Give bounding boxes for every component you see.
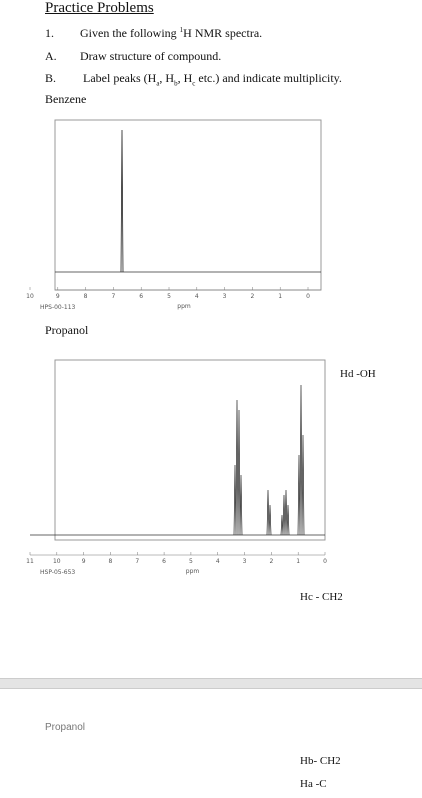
text-run: H NMR spectra.: [183, 26, 263, 40]
tick-label: 8: [109, 558, 113, 565]
annotation: Ha -C: [300, 778, 327, 790]
tick-label: 2: [250, 293, 254, 300]
peak: [120, 129, 124, 273]
tick-label: 1: [296, 558, 300, 565]
text-run: etc.) and indicate multiplicity.: [195, 71, 342, 85]
annotation: Hd -OH: [340, 368, 376, 380]
tick-label: 9: [82, 558, 86, 565]
axis-label: ppm: [186, 568, 200, 575]
tick-label: 5: [189, 558, 193, 565]
section-title: Benzene: [45, 92, 87, 106]
tick-label: 3: [243, 558, 247, 565]
annotation: Hc - CH2: [300, 591, 343, 603]
plot-frame: [54, 359, 326, 541]
tick-label: 6: [162, 558, 166, 565]
section-title: Propanol: [45, 323, 89, 337]
divider: [0, 678, 422, 689]
tick-label: 9: [56, 293, 60, 300]
item-number: B.: [45, 71, 57, 85]
tick-label: 1: [278, 293, 282, 300]
script-text: b: [174, 79, 178, 88]
text-run: Label peaks (H: [83, 71, 157, 85]
tick-label: 2: [269, 558, 273, 565]
tick-label: 3: [223, 293, 227, 300]
tick-label: 0: [323, 558, 327, 565]
tick-label: 6: [139, 293, 143, 300]
annotation: Hb- CH2: [300, 755, 341, 767]
peaks: [233, 384, 305, 536]
caption: Propanol: [45, 722, 86, 733]
tick-label: 4: [195, 293, 199, 300]
text-run: Draw structure of compound.: [80, 49, 222, 63]
tick-label: 0: [306, 293, 310, 300]
item-number: 1.: [45, 26, 54, 40]
item-text: Draw structure of compound.: [80, 49, 221, 64]
item-text: Label peaks (Ha, Hb, Hc etc.) and indica…: [83, 71, 342, 87]
script-text: a: [156, 79, 160, 88]
tick-label: 10: [53, 558, 61, 565]
axis-label: ppm: [177, 303, 191, 310]
script-text: c: [192, 79, 196, 88]
text-run: Given the following: [80, 26, 180, 40]
tick-label: 10: [26, 293, 34, 300]
tick-label: 4: [216, 558, 220, 565]
item-text: Given the following 1H NMR spectra.: [80, 26, 262, 41]
item-number: A.: [45, 49, 57, 63]
tick-label: 11: [26, 558, 34, 565]
text-run: , H: [177, 71, 193, 85]
tick-label: 7: [111, 293, 115, 300]
tick-label: 5: [167, 293, 171, 300]
tick-label: 7: [135, 558, 139, 565]
title: Practice Problems: [45, 0, 154, 16]
script-text: 1: [179, 26, 184, 34]
tick-label: 8: [84, 293, 88, 300]
spectrum-code: HSP-05-653: [40, 569, 75, 576]
spectrum-code: HPS-00-113: [40, 304, 76, 311]
plot-frame: [54, 119, 322, 291]
text-run: , H: [159, 71, 175, 85]
